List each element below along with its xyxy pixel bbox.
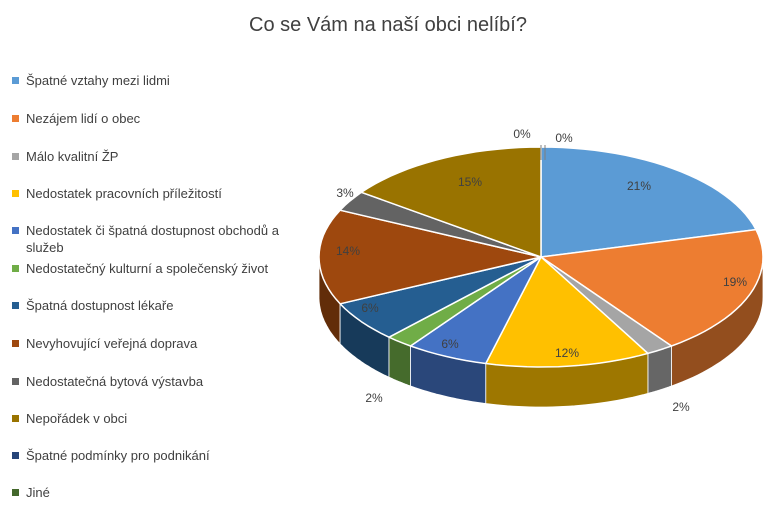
legend-item: Nezájem lidí o obec [12,110,312,127]
data-label: 3% [336,186,354,200]
pie-slice [540,228,764,347]
chart-title: Co se Vám na naší obci nelíbí? [249,14,527,36]
data-label: 15% [458,175,482,189]
legend-label: Nevyhovující veřejná doprava [26,336,198,351]
legend-swatch [12,190,19,197]
legend-item: Špatné vztahy mezi lidmi [12,72,312,89]
legend-swatch [12,415,19,422]
data-label: 0% [513,127,531,141]
legend-swatch [12,452,19,459]
legend-label: Nedostatek pracovních příležitostí [26,186,222,201]
data-label: 0% [555,131,573,145]
legend-label: Špatné podmínky pro podnikání [26,448,210,463]
legend-item: Nedostatek či špatná dostupnost obchodů … [12,222,312,256]
legend-label: Nedostatečný kulturní a společenský živo… [26,261,269,276]
legend-swatch [12,265,19,272]
legend-label: Špatné vztahy mezi lidmi [26,73,170,88]
data-label: 6% [441,337,459,351]
data-label: 12% [555,346,579,360]
legend-label: Jiné [26,485,50,500]
legend-item: Nevyhovující veřejná doprava [12,335,312,352]
legend-label: Nedostatečná bytová výstavba [26,374,204,389]
data-label: 6% [361,301,379,315]
data-label: 19% [723,275,747,289]
data-label: 14% [336,244,360,258]
pie-slice [360,146,542,258]
legend-swatch [12,489,19,496]
legend-item: Špatné podmínky pro podnikání [12,447,312,464]
legend-swatch [12,302,19,309]
pie-slice [485,256,649,368]
legend-swatch [12,378,19,385]
legend-swatch [12,340,19,347]
data-label: 2% [365,391,383,405]
legend-label: Nepořádek v obci [26,411,128,426]
legend-item: Nedostatečná bytová výstavba [12,373,312,390]
data-label: 2% [672,400,690,414]
legend-item: Nedostatečný kulturní a společenský živo… [12,260,312,277]
pie-slice [339,256,542,338]
legend-item: Málo kvalitní ŽP [12,148,312,165]
pie-slice [318,209,542,305]
legend-swatch [12,115,19,122]
legend-item: Nepořádek v obci [12,410,312,427]
legend-label: Špatná dostupnost lékaře [26,298,174,313]
legend-swatch [12,77,19,84]
legend-item: Jiné [12,484,312,501]
pie-slice [409,256,542,365]
legend-label: Nedostatek či špatná dostupnost obchodů … [26,223,279,255]
legend-swatch [12,227,19,234]
data-label: 21% [627,179,651,193]
legend-label: Málo kvalitní ŽP [26,149,119,164]
legend-item: Nedostatek pracovních příležitostí [12,185,312,202]
pie-slice [540,146,757,258]
legend-item: Špatná dostupnost lékaře [12,297,312,314]
legend-label: Nezájem lidí o obec [26,111,141,126]
legend-swatch [12,153,19,160]
